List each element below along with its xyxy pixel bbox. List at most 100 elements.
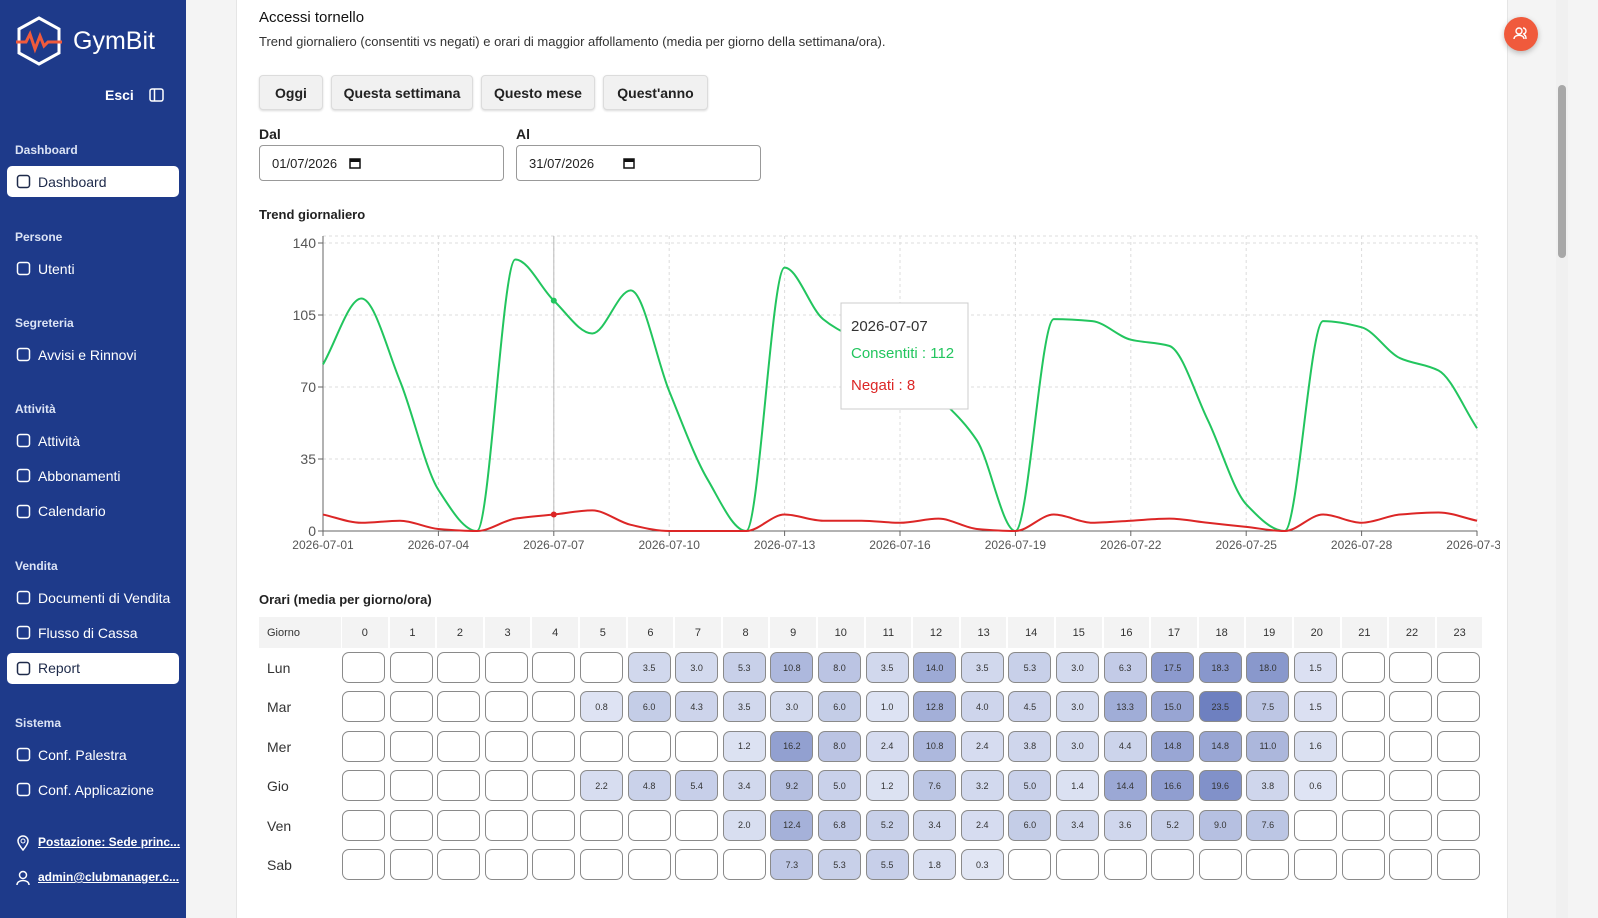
hour-header: 18 xyxy=(1198,617,1245,648)
cell-label: 0.6 xyxy=(1309,780,1322,791)
nav-item[interactable]: Dashboard xyxy=(7,166,179,197)
cell-label: 18.0 xyxy=(1259,662,1277,673)
day-label: Lun xyxy=(267,660,291,676)
x-tick-label: 2026-07-16 xyxy=(869,538,931,552)
x-tick-label: 2026-07-01 xyxy=(292,538,354,552)
cell-label: 4.4 xyxy=(1118,741,1132,752)
heatmap-cell: 3.5 xyxy=(960,652,1004,683)
cell-label: 3.0 xyxy=(1071,701,1084,712)
cell-label: 7.6 xyxy=(928,780,941,791)
heatmap-cell: 0.3 xyxy=(960,849,1004,880)
heatmap-cell: 14.8 xyxy=(1198,730,1242,762)
chart: 0 35 70 105 140 2026-07-01 2026-07-04 2026-07-0… xyxy=(292,235,1500,552)
heatmap-cell xyxy=(627,809,671,841)
heatmap-cell xyxy=(484,730,528,762)
heatmap-cell xyxy=(389,652,433,683)
range-button[interactable]: Questo mese xyxy=(481,75,595,110)
heatmap-cell xyxy=(532,849,576,880)
day-label: Ven xyxy=(267,817,292,834)
cell-label: 17.5 xyxy=(1163,662,1182,673)
nav-section: Dashboard xyxy=(15,143,78,157)
cell-label: 1.6 xyxy=(1309,741,1322,752)
cell-label: 0.3 xyxy=(976,859,989,870)
heatmap-cell: 3.8 xyxy=(1008,730,1052,762)
x-tick-label: 2026-07-04 xyxy=(408,538,470,552)
heatmap-cell xyxy=(675,809,719,841)
heatmap-cell xyxy=(1341,809,1385,841)
cell-label: 5.2 xyxy=(1166,820,1179,831)
cell-label: 1.2 xyxy=(738,741,751,752)
nav-icon xyxy=(16,347,31,362)
heatmap-cell: 5.2 xyxy=(865,809,909,841)
heatmap-cell: 14.0 xyxy=(913,652,957,683)
heatmap-cell: 5.5 xyxy=(865,849,909,880)
heatmap-cell xyxy=(532,809,576,841)
scroll-thumb[interactable] xyxy=(1558,85,1566,258)
nav-item[interactable]: Avvisi e Rinnovi xyxy=(7,339,179,370)
nav-item[interactable]: Report xyxy=(7,652,179,684)
heatmap-cell xyxy=(1436,652,1480,683)
nav-icon xyxy=(16,747,31,762)
nav-icon xyxy=(16,261,31,276)
hour-header: 7 xyxy=(675,617,721,648)
tooltip-value: 112 xyxy=(930,345,954,362)
station[interactable]: Postazione: Sede princ... xyxy=(38,835,181,849)
cell-label: 3.0 xyxy=(1071,741,1084,752)
heatmap-cell xyxy=(1436,691,1480,723)
heatmap-cell: 23.5 xyxy=(1198,691,1242,723)
day-label: Mar xyxy=(267,699,292,716)
heatmap-cell: 3.4 xyxy=(722,770,766,802)
heatmap-cell: 1.5 xyxy=(1294,652,1337,683)
day-label: Mer xyxy=(267,738,292,755)
nav-item[interactable]: Documenti di Vendita xyxy=(7,582,179,613)
tooltip-name: Negati xyxy=(851,377,894,394)
users-fab[interactable] xyxy=(1504,17,1538,51)
cell-label: 11.0 xyxy=(1259,741,1277,752)
scrollbar[interactable] xyxy=(1556,0,1568,918)
nav-item[interactable]: Flusso di Cassa xyxy=(7,617,179,648)
heatmap-cell: 8.0 xyxy=(818,730,861,762)
cell-label: 3.6 xyxy=(1118,820,1132,831)
from-input[interactable]: 01/07/2026 xyxy=(259,145,504,181)
hour-header: 20 xyxy=(1294,617,1340,648)
nav-item[interactable]: Conf. Applicazione xyxy=(7,774,179,805)
heatmap-cell: 16.6 xyxy=(1151,770,1195,802)
cell-label: 18.3 xyxy=(1211,662,1230,673)
hour-header: 1 xyxy=(389,617,436,648)
x-tick-label: 2026-07-13 xyxy=(754,538,816,552)
heatmap-cell: 3.0 xyxy=(770,691,814,723)
heatmap-cell xyxy=(1294,849,1337,880)
account[interactable]: admin@clubmanager.c... xyxy=(38,870,180,884)
cell-label: 15.0 xyxy=(1163,701,1182,712)
x-tick-label: 2026-07-25 xyxy=(1216,538,1278,552)
heatmap-cell xyxy=(484,849,528,880)
heatmap-cell: 14.4 xyxy=(1103,770,1147,802)
range-button[interactable]: Quest'anno xyxy=(603,75,708,110)
nav-icon xyxy=(16,661,31,675)
nav-item[interactable]: Utenti xyxy=(7,253,179,284)
heatmap-cell: 5.4 xyxy=(675,770,719,802)
nav-item[interactable]: Conf. Palestra xyxy=(7,739,179,770)
nav-item[interactable]: Attività xyxy=(7,425,179,456)
day-label: Sab xyxy=(267,857,292,873)
to-input[interactable]: 31/07/2026 xyxy=(516,145,761,181)
heatmap-cell xyxy=(1056,849,1099,880)
heatmap-cell: 14.8 xyxy=(1151,730,1195,762)
hour-header: 21 xyxy=(1341,617,1388,648)
cell-label: 7.5 xyxy=(1261,701,1275,712)
collapse-icon[interactable] xyxy=(149,88,164,102)
nav-item[interactable]: Abbonamenti xyxy=(7,460,179,491)
heatmap-cell: 3.5 xyxy=(722,691,766,723)
logout[interactable]: Esci xyxy=(105,87,134,103)
heatmap-cell xyxy=(532,730,576,762)
cell-label: 1.2 xyxy=(880,780,894,791)
cell-label: 10.8 xyxy=(925,741,944,752)
nav-icon xyxy=(16,469,31,483)
range-button[interactable]: Questa settimana xyxy=(331,75,473,110)
nav-item[interactable]: Calendario xyxy=(7,496,179,527)
from-value: 01/07/2026 xyxy=(272,155,338,171)
range-button[interactable]: Oggi xyxy=(259,75,323,110)
cell-label: 14.4 xyxy=(1116,780,1134,791)
x-tick-label: 2026-07-31 xyxy=(1446,538,1500,552)
heatmap-cell xyxy=(1103,849,1147,880)
